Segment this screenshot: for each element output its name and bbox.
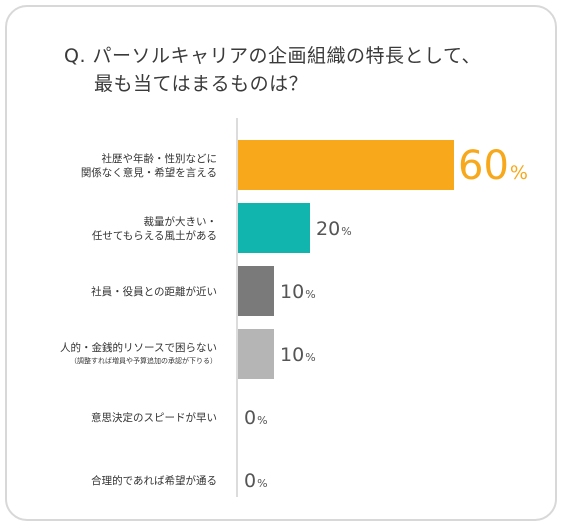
value-number-6: 0 xyxy=(244,470,256,492)
chart-title: Q. パーソルキャリアの企画組織の特長として、 最も当てはまるものは？ xyxy=(64,42,481,98)
chart-title-line-1: Q. パーソルキャリアの企画組織の特長として、 xyxy=(64,45,482,67)
category-label-3-line-1: 社員・役員との距離が近い xyxy=(91,285,217,298)
value-unit-1: % xyxy=(510,162,528,184)
bar-2 xyxy=(238,203,310,253)
bar-3 xyxy=(238,266,274,316)
value-unit-3: % xyxy=(305,288,315,301)
category-note-4: （調整すれば増員や予算追加の承認が下りる） xyxy=(70,356,217,365)
value-unit-2: % xyxy=(341,225,351,238)
value-unit-6: % xyxy=(257,477,267,490)
chart-card xyxy=(5,5,557,521)
category-label-2-line-2: 任せてもらえる風土がある xyxy=(92,229,217,242)
value-number-2: 20 xyxy=(316,218,340,240)
category-label-1-line-2: 関係なく意見・希望を言える xyxy=(81,166,217,179)
value-label-4: 10% xyxy=(280,344,316,366)
value-label-2: 20% xyxy=(316,218,352,240)
category-label-6-line-1: 合理的であれば希望が通る xyxy=(91,474,217,487)
bar-1 xyxy=(238,140,454,190)
category-label-5-line-1: 意思決定のスピードが早い xyxy=(91,411,217,424)
value-number-4: 10 xyxy=(280,344,304,366)
category-label-1-line-1: 社歴や年齢・性別などに xyxy=(102,152,218,165)
value-number-5: 0 xyxy=(244,407,256,429)
value-label-1: 60% xyxy=(458,143,528,189)
category-label-4-line-1: 人的・金銭的リソースで困らない xyxy=(60,341,217,354)
bar-4 xyxy=(238,329,274,379)
chart-title-line-2: 最も当てはまるものは？ xyxy=(94,73,309,95)
value-label-3: 10% xyxy=(280,281,316,303)
value-unit-4: % xyxy=(305,351,315,364)
value-label-5: 0% xyxy=(244,407,268,429)
value-number-1: 60 xyxy=(458,143,509,189)
value-unit-5: % xyxy=(257,414,267,427)
value-label-6: 0% xyxy=(244,470,268,492)
value-number-3: 10 xyxy=(280,281,304,303)
category-label-2-line-1: 裁量が大きい・ xyxy=(144,215,218,228)
